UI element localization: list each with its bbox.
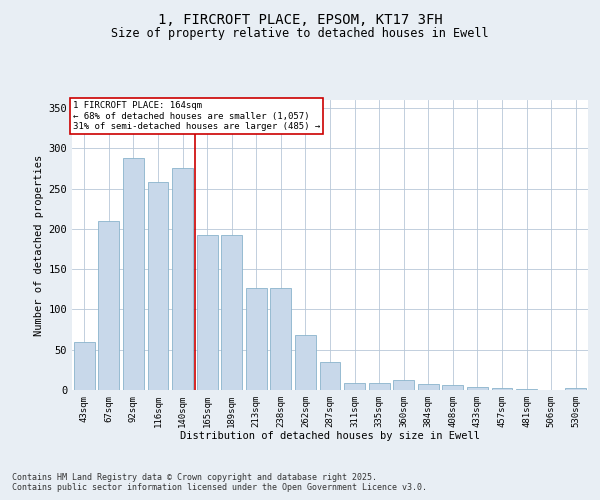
Bar — [148, 182, 169, 390]
Bar — [442, 385, 463, 390]
Bar — [418, 384, 439, 390]
Bar — [197, 234, 218, 390]
Bar — [565, 388, 586, 390]
Text: Contains HM Land Registry data © Crown copyright and database right 2025.
Contai: Contains HM Land Registry data © Crown c… — [12, 473, 427, 492]
Bar — [295, 335, 316, 390]
Y-axis label: Number of detached properties: Number of detached properties — [34, 154, 44, 336]
Bar — [491, 388, 512, 390]
Bar — [271, 288, 292, 390]
Bar — [123, 158, 144, 390]
Bar — [221, 234, 242, 390]
Bar — [320, 362, 340, 390]
Text: 1, FIRCROFT PLACE, EPSOM, KT17 3FH: 1, FIRCROFT PLACE, EPSOM, KT17 3FH — [158, 12, 442, 26]
Bar — [246, 288, 267, 390]
Bar — [74, 342, 95, 390]
Bar — [368, 383, 389, 390]
Bar — [393, 380, 414, 390]
X-axis label: Distribution of detached houses by size in Ewell: Distribution of detached houses by size … — [180, 432, 480, 442]
Bar — [344, 383, 365, 390]
Bar — [467, 387, 488, 390]
Bar — [172, 168, 193, 390]
Text: Size of property relative to detached houses in Ewell: Size of property relative to detached ho… — [111, 28, 489, 40]
Bar — [516, 389, 537, 390]
Text: 1 FIRCROFT PLACE: 164sqm
← 68% of detached houses are smaller (1,057)
31% of sem: 1 FIRCROFT PLACE: 164sqm ← 68% of detach… — [73, 102, 320, 132]
Bar — [98, 221, 119, 390]
